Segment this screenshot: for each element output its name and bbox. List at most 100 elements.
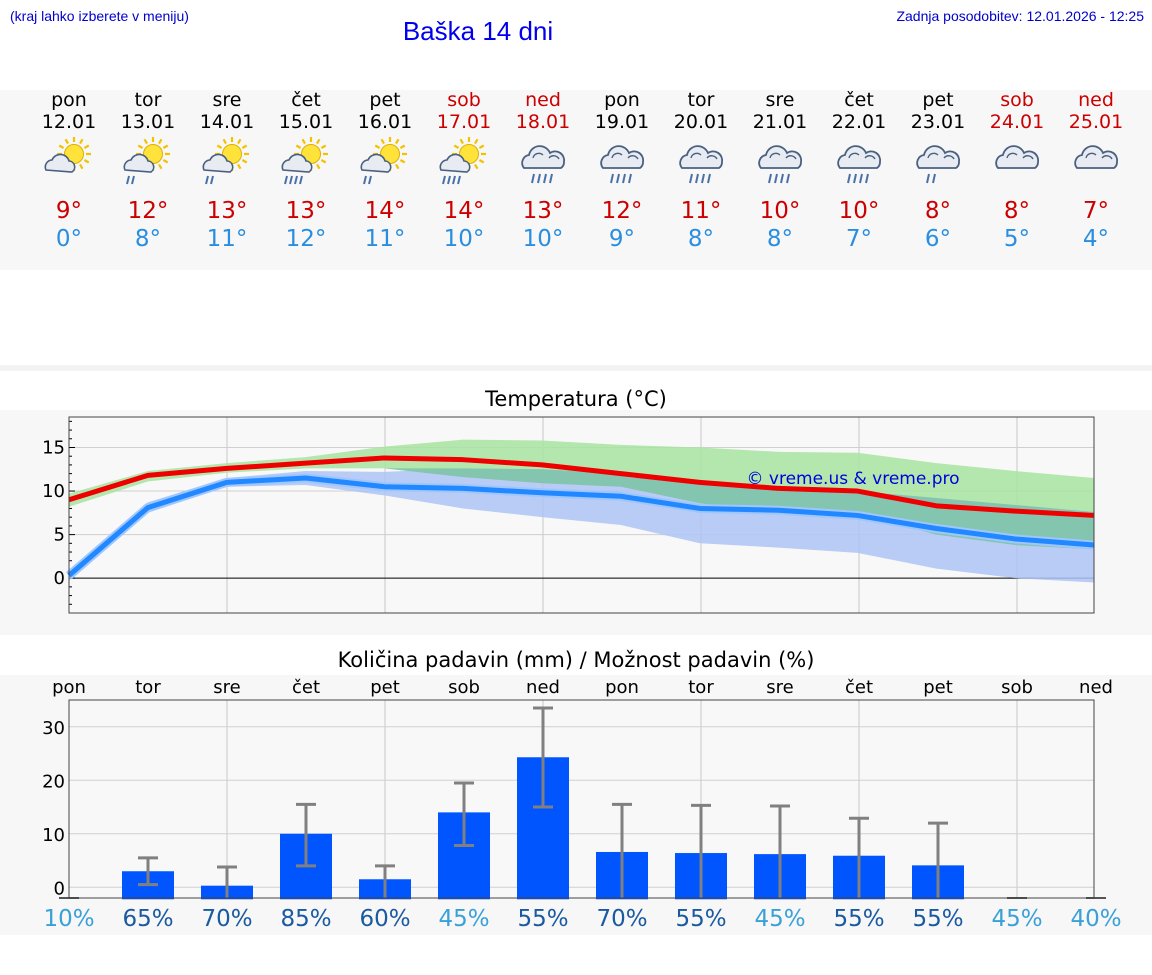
day-name: pet [922,89,954,111]
day-axis-label: sob [448,677,480,698]
rain-drop [932,173,936,184]
sun-ray [222,138,227,145]
rain-drop [210,175,214,185]
cloud-outline [679,145,724,169]
temperature-overlap-band [69,468,1094,550]
y-tick-label: 5 [54,525,65,546]
day-axis-label: ned [1079,677,1113,698]
precipitation-chance: 55% [675,906,726,932]
max-temperature-line [68,455,1095,518]
cloud-icon [1074,145,1119,169]
min-temperature: 11° [206,226,248,252]
precipitation-plot-area [69,700,1094,898]
cloud-detail [848,152,876,160]
max-temperature: 10° [838,198,880,224]
cloud-heavy-rain-icon [837,145,882,184]
y-tick-label: 30 [42,718,65,739]
cloud-detail [532,152,560,160]
cloud-detail [769,152,797,160]
precipitation-chance: 70% [596,906,647,932]
cloud-outline [837,145,882,169]
daily-forecast-strip [0,90,1152,270]
watermark: © vreme.us & vreme.pro [746,469,959,489]
rain-drop [926,173,930,184]
sun-ray [320,159,327,164]
cloud-detail [1006,152,1034,160]
min-temperature: 8° [134,226,162,252]
precipitation-chance: 55% [912,906,963,932]
min-temperature: 7° [845,226,873,252]
sun-ray [64,138,69,145]
cloud-rain-icon [916,145,961,184]
cloud-outline [360,153,392,173]
day-date: 24.01 [989,111,1045,133]
cloud-detail [1085,152,1113,160]
rain-drop [774,173,778,184]
rain-drop [786,173,790,184]
day-date: 20.01 [673,111,729,133]
precipitation-chance: 85% [280,906,331,932]
sun-ray [474,138,479,145]
cloud-heavy-rain-icon [521,145,566,184]
day-name: čet [291,89,321,111]
rain-drop [865,173,869,184]
rain-drop [768,173,772,184]
day-date: 16.01 [357,111,413,133]
cloud-shape [281,153,313,173]
precipitation-chance: 55% [517,906,568,932]
day-name: pet [369,89,401,111]
cloud-shape [439,153,471,173]
sun-ray [83,144,90,149]
sun-ray [216,144,223,149]
precipitation-chance: 45% [438,906,489,932]
cloud-outline [202,153,234,173]
precipitation-chance: 60% [359,906,410,932]
sun-cloud-heavy-rain-icon [281,137,328,185]
day-date: 17.01 [436,111,492,133]
rain-drop [294,175,298,185]
min-temperature: 5° [1003,226,1031,252]
min-temperature: 0° [55,226,83,252]
sun-ray [237,138,242,145]
rain-drop [531,173,535,184]
cloud-outline [521,145,566,169]
sun-cloud-rain-icon [202,137,249,185]
sun-ray [79,138,84,145]
rain-drop [689,173,693,184]
sun-ray [320,144,327,149]
min-temperature: 9° [608,226,636,252]
section-divider [0,365,1152,371]
rain-drop [780,173,784,184]
y-tick-label: 0 [54,878,65,899]
day-name: sre [765,89,795,111]
day-axis-label: sre [766,677,793,698]
rain-drop [447,175,451,185]
cloud-shape [202,153,234,173]
rain-drop [695,173,699,184]
cloud-outline [1074,145,1119,169]
page-title: Baška 14 dni [402,16,554,46]
cloud-shape [44,153,76,173]
cloud-icon [995,145,1040,169]
sun-ray [459,138,464,145]
day-date: 12.01 [41,111,97,133]
day-name: sre [212,89,242,111]
day-axis-label: pon [52,677,86,698]
rain-drop [126,175,130,185]
day-date: 13.01 [120,111,176,133]
day-date: 18.01 [515,111,571,133]
cloud-outline [123,153,155,173]
precipitation-chance: 45% [991,906,1042,932]
rain-drop [205,175,209,185]
cloud-outline [916,145,961,169]
sun-ray [474,163,479,170]
day-date: 22.01 [831,111,887,133]
location-hint: (kraj lahko izberete v meniju) [10,8,189,24]
sun-ray [395,138,400,145]
temperature-chart-title: Temperatura (°C) [485,387,667,411]
sun-ray [316,163,321,170]
day-date: 15.01 [278,111,334,133]
cloud-outline [995,145,1040,169]
